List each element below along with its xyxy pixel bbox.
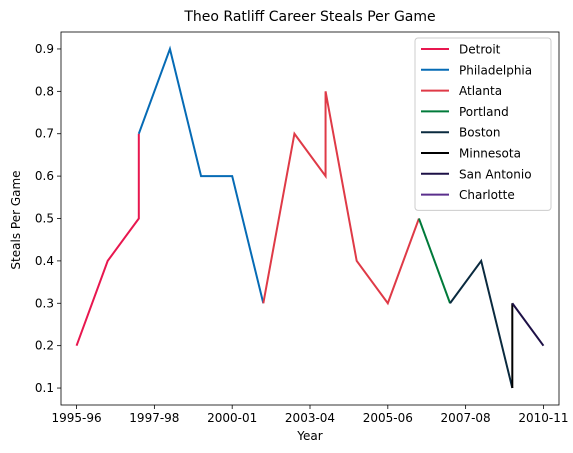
y-axis-label: Steals Per Game: [9, 170, 23, 269]
series-layer: [75, 45, 545, 389]
legend-label-portland: Portland: [459, 105, 509, 119]
legend-label-philadelphia: Philadelphia: [459, 63, 532, 77]
legend-label-detroit: Detroit: [459, 43, 501, 57]
y-tick-label: 0.5: [35, 212, 54, 226]
x-tick-label: 1995-96: [51, 411, 101, 425]
y-tick-label: 0.4: [35, 254, 54, 268]
y-tick-label: 0.6: [35, 169, 54, 183]
x-tick-label: 2000-01: [207, 411, 257, 425]
y-tick-label: 0.9: [35, 42, 54, 56]
y-axis: 0.1 0.2 0.3 0.4 0.5 0.6 0.7 0.8 0.9: [35, 42, 61, 395]
legend-label-boston: Boston: [459, 126, 500, 140]
x-tick-label: 2007-08: [441, 411, 491, 425]
series-line-detroit: [75, 133, 140, 347]
x-axis: 1995-96 1997-98 2000-01 2003-04 2005-06 2007-…: [51, 405, 569, 425]
legend: Detroit Philadelphia Atlanta Portland Boston…: [414, 37, 552, 211]
legend-label-minnesota: Minnesota: [459, 147, 521, 161]
x-tick-label: 1997-98: [129, 411, 179, 425]
x-axis-label: Year: [296, 429, 322, 443]
series-line-atlanta: [262, 91, 420, 306]
legend-label-atlanta: Atlanta: [459, 84, 502, 98]
x-tick-label: 2003-04: [285, 411, 335, 425]
chart-title: Theo Ratliff Career Steals Per Game: [183, 9, 435, 25]
y-tick-label: 0.2: [35, 339, 54, 353]
x-tick-label: 2005-06: [363, 411, 413, 425]
x-tick-label: 2010-11: [518, 411, 568, 425]
legend-label-charlotte: Charlotte: [459, 188, 515, 202]
legend-label-san-antonio: San Antonio: [459, 167, 532, 181]
series-line-san-antonio: [511, 302, 545, 347]
series-line-philadelphia: [137, 45, 265, 304]
y-tick-label: 0.7: [35, 127, 54, 141]
y-tick-label: 0.8: [35, 84, 54, 98]
series-line-boston: [449, 258, 514, 389]
y-tick-label: 0.1: [35, 381, 54, 395]
y-tick-label: 0.3: [35, 296, 54, 310]
legend-box: [414, 37, 552, 211]
series-line-portland: [418, 218, 451, 304]
